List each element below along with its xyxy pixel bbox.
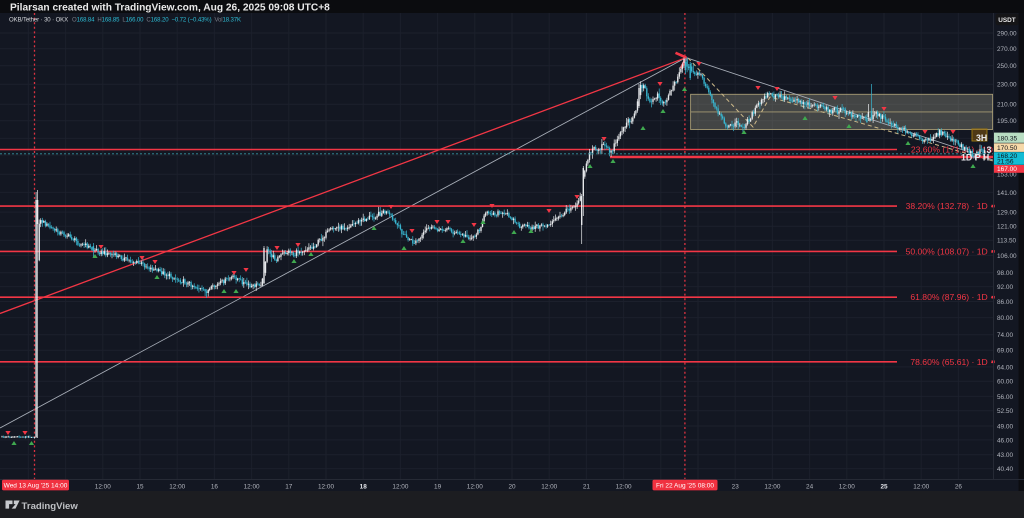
svg-text:12:00: 12:00 (169, 484, 185, 491)
svg-text:17: 17 (285, 484, 293, 491)
svg-text:3: 3 (987, 145, 992, 155)
svg-text:60.00: 60.00 (997, 379, 1013, 386)
svg-text:168.20: 168.20 (997, 153, 1018, 160)
svg-text:12:00: 12:00 (244, 484, 260, 491)
svg-text:12:00: 12:00 (467, 484, 483, 491)
svg-text:210.00: 210.00 (997, 102, 1017, 109)
svg-text:49.00: 49.00 (997, 423, 1013, 430)
svg-text:26: 26 (955, 484, 963, 491)
svg-text:23.60% (171.31) · 1D: 23.60% (171.31) · 1D (911, 145, 993, 155)
svg-text:40.40: 40.40 (997, 466, 1013, 473)
svg-text:TradingView: TradingView (22, 501, 79, 512)
svg-text:46.00: 46.00 (997, 437, 1013, 444)
svg-text:113.50: 113.50 (997, 238, 1017, 245)
svg-text:12:00: 12:00 (913, 484, 929, 491)
svg-text:12:00: 12:00 (541, 484, 557, 491)
svg-text:250.00: 250.00 (997, 63, 1017, 70)
svg-text:1D P H: 1D P H (961, 153, 989, 163)
svg-text:78.60% (65.61) · 1D ·: 78.60% (65.61) · 1D · (910, 357, 993, 367)
svg-text:129.00: 129.00 (997, 210, 1017, 217)
svg-text:121.00: 121.00 (997, 224, 1017, 231)
svg-text:52.50: 52.50 (997, 408, 1013, 415)
svg-text:24: 24 (806, 484, 814, 491)
svg-text:230.00: 230.00 (997, 82, 1017, 89)
svg-text:12:00: 12:00 (95, 484, 111, 491)
svg-text:USDT: USDT (998, 17, 1015, 24)
svg-text:12:00: 12:00 (318, 484, 334, 491)
svg-text:12:00: 12:00 (839, 484, 855, 491)
svg-text:50.00% (108.07) · 1D ·: 50.00% (108.07) · 1D · (906, 246, 993, 256)
svg-text:23: 23 (732, 484, 740, 491)
svg-text:153.00: 153.00 (997, 172, 1017, 179)
svg-text:20: 20 (508, 484, 516, 491)
svg-text:16: 16 (211, 484, 219, 491)
svg-text:61.80% (87.96) · 1D ·: 61.80% (87.96) · 1D · (910, 292, 993, 302)
svg-text:19: 19 (434, 484, 442, 491)
svg-text:167.00: 167.00 (997, 166, 1017, 173)
svg-text:12:00: 12:00 (616, 484, 632, 491)
svg-text:38.20% (132.78) · 1D ·: 38.20% (132.78) · 1D · (906, 201, 993, 211)
svg-text:43.00: 43.00 (997, 452, 1013, 459)
svg-text:170.50: 170.50 (997, 145, 1018, 152)
svg-text:106.00: 106.00 (997, 253, 1017, 260)
svg-text:21: 21 (583, 484, 591, 491)
svg-text:80.00: 80.00 (997, 315, 1013, 322)
svg-text:74.00: 74.00 (997, 332, 1013, 339)
svg-text:12:00: 12:00 (764, 484, 780, 491)
svg-text:180.35: 180.35 (997, 135, 1018, 142)
svg-text:141.00: 141.00 (997, 190, 1017, 197)
svg-text:86.00: 86.00 (997, 299, 1013, 306)
svg-text:69.00: 69.00 (997, 348, 1013, 355)
svg-text:3H: 3H (976, 133, 987, 143)
svg-text:92.00: 92.00 (997, 284, 1013, 291)
svg-text:290.00: 290.00 (997, 30, 1017, 37)
svg-text:25: 25 (880, 484, 888, 491)
svg-text:12:00: 12:00 (392, 484, 408, 491)
svg-text:18: 18 (360, 484, 368, 491)
svg-text:56.00: 56.00 (997, 394, 1013, 401)
svg-text:Wed 13 Aug '25 14:00: Wed 13 Aug '25 14:00 (4, 483, 68, 490)
svg-text:15: 15 (136, 484, 144, 491)
svg-text:Fri 22 Aug '25 08:00: Fri 22 Aug '25 08:00 (656, 483, 714, 490)
svg-text:Pilarsan created with TradingV: Pilarsan created with TradingView.com, A… (10, 2, 330, 13)
svg-text:64.00: 64.00 (997, 364, 1013, 371)
svg-text:195.00: 195.00 (997, 118, 1017, 125)
svg-text:98.00: 98.00 (997, 270, 1013, 277)
svg-text:21:56: 21:56 (997, 159, 1014, 166)
svg-text:270.00: 270.00 (997, 46, 1017, 53)
